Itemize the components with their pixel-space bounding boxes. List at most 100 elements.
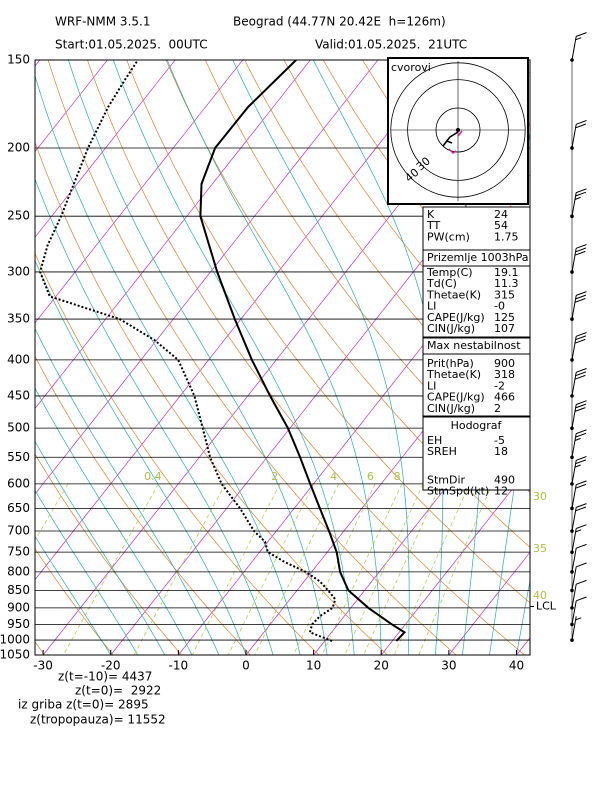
x-tick-label: -10 bbox=[169, 659, 189, 673]
wind-barb-base bbox=[570, 394, 574, 398]
wind-barb-base bbox=[570, 146, 574, 150]
y-tick-label: 950 bbox=[7, 617, 30, 631]
wind-barb-base bbox=[570, 622, 574, 627]
y-tick-label: 150 bbox=[7, 53, 30, 67]
wind-barb bbox=[571, 244, 587, 273]
model-title: WRF-NMM 3.5.1 bbox=[55, 15, 150, 29]
y-tick-label: 900 bbox=[7, 600, 30, 614]
wind-barb bbox=[571, 188, 587, 217]
wind-barb-base bbox=[570, 426, 574, 430]
x-tick-label: 0 bbox=[242, 659, 250, 673]
footer-line: z(t=0)= 2922 bbox=[75, 684, 161, 698]
panel-label: LI bbox=[427, 379, 436, 392]
hodograph-curve bbox=[442, 131, 459, 147]
y-tick-label: 750 bbox=[7, 545, 30, 559]
wind-barb bbox=[571, 456, 587, 484]
dewpoint-profile bbox=[39, 59, 337, 642]
footer-line: z(tropopauza)= 11552 bbox=[30, 713, 166, 727]
panel-title: Prizemlje 1003hPa bbox=[427, 251, 529, 264]
wind-barbs bbox=[570, 32, 587, 642]
wind-barb bbox=[571, 524, 587, 553]
hodograph-center bbox=[456, 128, 460, 132]
wind-barb-base bbox=[570, 214, 574, 218]
panel-label: PW(cm) bbox=[427, 230, 470, 243]
panel-value: 12 bbox=[494, 485, 508, 498]
wind-barb-base bbox=[570, 588, 574, 593]
x-tick-label: -30 bbox=[33, 659, 53, 673]
index-panels: K 24 TT 54 PW(cm) 1.75 Prizemlje 1003hPa Temp(C… bbox=[422, 206, 531, 498]
wind-barb-base bbox=[570, 506, 574, 511]
station-title: Beograd (44.77N 20.42E h=126m) bbox=[233, 15, 446, 29]
y-tick-label: 650 bbox=[7, 501, 30, 515]
wind-barb-base bbox=[570, 455, 574, 460]
panel-label: TT bbox=[426, 219, 441, 232]
footer-line: iz griba z(t=0)= 2895 bbox=[18, 698, 149, 712]
panel-value: 466 bbox=[494, 391, 515, 404]
wind-barb bbox=[571, 543, 587, 572]
panel-label: CIN(J/kg) bbox=[427, 322, 475, 335]
panel-value: 125 bbox=[494, 311, 515, 324]
panel-label: EH bbox=[427, 434, 442, 447]
panel-value: 2 bbox=[494, 402, 501, 415]
panel-value: 900 bbox=[494, 357, 515, 370]
mixing-ratio-line bbox=[293, 483, 376, 655]
wind-barb-base bbox=[570, 58, 574, 62]
y-tick-label: 500 bbox=[7, 421, 30, 435]
y-tick-label: 200 bbox=[7, 140, 30, 154]
y-tick-label: 550 bbox=[7, 450, 30, 464]
wind-barb bbox=[571, 562, 587, 591]
mixing-ratio-label: 0.4 bbox=[144, 470, 162, 483]
plot: 0.4 2 4 6 8150200250300350400450500550600650… bbox=[0, 53, 557, 673]
wind-barb bbox=[571, 400, 587, 429]
x-tick-label: 10 bbox=[306, 659, 321, 673]
panel-value: -5 bbox=[494, 434, 505, 447]
mixing-ratio-line bbox=[133, 483, 226, 655]
mixing-ratio-line bbox=[254, 483, 340, 655]
wind-barb bbox=[571, 616, 582, 641]
storm-motion bbox=[448, 148, 457, 154]
mixing-ratio-line bbox=[418, 483, 493, 655]
y-tick-label: 1050 bbox=[0, 648, 30, 662]
panel-value: 1.75 bbox=[494, 230, 519, 243]
panel-label: Thetae(K) bbox=[426, 288, 481, 301]
y-tick-label: 250 bbox=[7, 209, 30, 223]
panel-label: CAPE(J/kg) bbox=[427, 391, 485, 404]
panel-value: 54 bbox=[494, 219, 508, 232]
hodograph-ring bbox=[390, 62, 526, 198]
panel-value: 490 bbox=[494, 473, 515, 486]
mixing-ratio-label: 6 bbox=[367, 470, 374, 483]
wind-barb bbox=[571, 291, 587, 320]
start-time: Start:01.05.2025. 00UTC bbox=[55, 38, 208, 52]
wind-barb-base bbox=[570, 482, 574, 486]
adiabat-label: 35 bbox=[533, 542, 547, 555]
wind-barb bbox=[571, 32, 587, 61]
panel-value: 315 bbox=[494, 288, 515, 301]
panel-title: Hodograf bbox=[451, 419, 503, 432]
panel-box bbox=[422, 416, 531, 491]
wind-barb bbox=[571, 480, 587, 509]
storm-motion bbox=[457, 130, 463, 137]
hodograph-ring bbox=[435, 107, 481, 153]
temperature-profile bbox=[199, 59, 407, 642]
mixing-ratio-label: 2 bbox=[271, 470, 278, 483]
hodograph-title: cvorovi bbox=[391, 61, 431, 74]
y-tick-label: 850 bbox=[7, 583, 30, 597]
wind-barb-base bbox=[570, 570, 574, 574]
wind-barb-base bbox=[570, 358, 574, 362]
mixing-ratio-line bbox=[321, 483, 403, 655]
panel-label: StmDir bbox=[427, 473, 466, 486]
y-tick-label: 700 bbox=[7, 524, 30, 538]
wind-barb bbox=[571, 368, 587, 397]
y-tick-label: 1000 bbox=[0, 633, 30, 647]
panel-value: -2 bbox=[494, 379, 505, 392]
wind-barb bbox=[571, 332, 587, 360]
wind-barb-base bbox=[570, 638, 574, 642]
panel-value: -0 bbox=[494, 300, 505, 313]
panel-label: CAPE(J/kg) bbox=[427, 311, 485, 324]
panel-box bbox=[422, 249, 531, 338]
wind-barb-base bbox=[570, 270, 574, 274]
y-tick-label: 350 bbox=[7, 312, 30, 326]
panel-label: Td(C) bbox=[426, 277, 457, 290]
mixing-ratio-line bbox=[344, 483, 424, 655]
